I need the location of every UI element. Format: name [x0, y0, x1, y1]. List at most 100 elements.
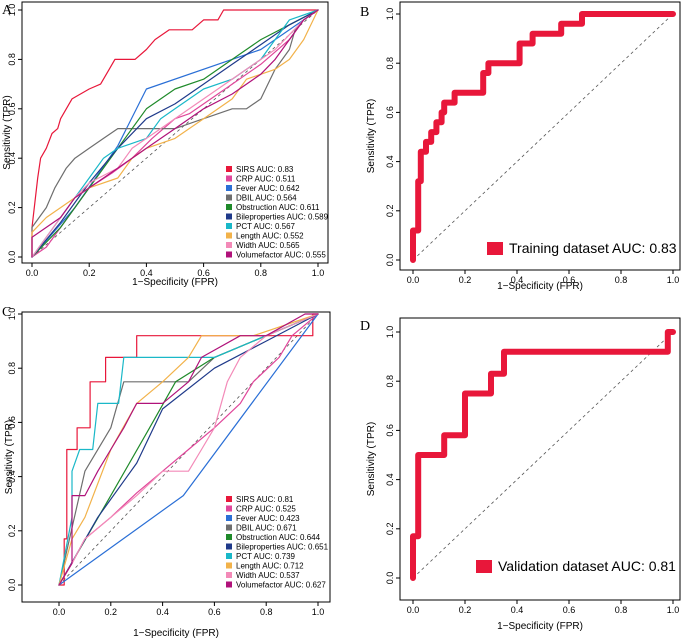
legend-swatch-obstruction	[226, 534, 232, 540]
y-tick-label: 0.2	[385, 205, 395, 218]
x-tick-label: 0.2	[83, 268, 96, 278]
y-axis-label: Sensitivity (TPR)	[2, 95, 13, 169]
roc-curve-training	[410, 11, 676, 263]
roc-curve-volumefactor	[58, 313, 319, 586]
legend-label-pct: PCT AUC: 0.567	[236, 222, 296, 231]
roc-curve-bileproperties	[58, 313, 319, 586]
legend-swatch-sirs	[226, 496, 232, 502]
legend-label-dbil: DBIL AUC: 0.671	[236, 524, 297, 533]
plot-frame	[399, 1, 681, 271]
legend-label-dbil: DBIL AUC: 0.564	[236, 194, 297, 203]
legend-label-obstruction: Obstruction AUC: 0.611	[236, 203, 320, 212]
x-tick-label: 1.0	[667, 605, 680, 615]
legend-label-obstruction: Obstruction AUC: 0.644	[236, 533, 321, 542]
legend-label-volumefactor: Volumefactor AUC: 0.555	[236, 251, 326, 260]
panel-label: C	[2, 305, 11, 320]
y-tick-label: 1.0	[385, 8, 395, 21]
x-tick-label: 0.2	[459, 275, 472, 285]
legend-swatch-pct	[226, 553, 232, 559]
y-tick-label: 0.2	[7, 201, 17, 214]
roc-curve-width	[58, 313, 319, 586]
x-tick-label: 1.0	[312, 268, 325, 278]
x-axis-label: 1−Specificity (FPR)	[132, 277, 218, 288]
legend-swatch-width	[226, 242, 232, 248]
legend-swatch-volumefactor	[226, 581, 232, 588]
panel-C: C 0.0 0.0 0.2 0.2 0.4 0.4 0.6 0.6 0.8 0.8 1.0 1.0 1−S…	[2, 305, 331, 639]
y-tick-label: 0.6	[7, 103, 17, 116]
y-tick-label: 0.8	[385, 375, 395, 388]
legend-swatch-pct	[226, 223, 232, 229]
legend-label-length: Length AUC: 0.712	[236, 562, 304, 571]
reference-diagonal	[31, 9, 319, 258]
reference-diagonal	[412, 331, 674, 579]
y-tick-label: 1.0	[385, 326, 395, 339]
x-tick-label: 0.8	[615, 605, 628, 615]
y-tick-label: 0.8	[7, 362, 17, 375]
legend-swatch-fever	[226, 515, 232, 521]
legend-label-width: Width AUC: 0.537	[236, 571, 300, 580]
legend-label-bileproperties: Bileproperties AUC: 0.589	[236, 213, 329, 222]
roc-curve-pct	[58, 313, 319, 586]
legend-label-sirs: SIRS AUC: 0.83	[236, 165, 294, 174]
legend-swatch-dbil	[226, 524, 232, 531]
legend-label-width: Width AUC: 0.565	[236, 241, 300, 250]
roc-curve-validation	[410, 329, 676, 581]
y-tick-label: 0.0	[385, 254, 395, 267]
panel-A: A 0.0 0.0 0.2 0.2 0.4 0.4 0.6 0.6 0.8 0.8 1.0 1.0 1−S…	[2, 1, 329, 288]
x-axis-label: 1−Specificity (FPR)	[133, 628, 219, 639]
x-tick-label: 0.2	[459, 605, 472, 615]
plot-frame	[21, 311, 331, 603]
panel-D: D 0.0 0.0 0.2 0.2 0.4 0.4 0.6 0.6 0.8 0.8 1.0 1.0 1−S…	[360, 317, 681, 632]
x-tick-label: 0.6	[208, 607, 221, 617]
legend-swatch-width	[226, 572, 232, 578]
legend-label-crp: CRP AUC: 0.525	[236, 505, 296, 514]
roc-curve-obstruction	[31, 9, 319, 258]
y-tick-label: 0.2	[7, 525, 17, 538]
x-tick-label: 0.0	[407, 605, 420, 615]
y-tick-label: 0.4	[385, 473, 395, 486]
y-tick-label: 0.0	[7, 251, 17, 264]
roc-curve-volumefactor	[31, 9, 319, 258]
y-tick-label: 0.0	[7, 579, 17, 592]
legend-label-volumefactor: Volumefactor AUC: 0.627	[236, 581, 326, 590]
panel-B: B 0.0 0.0 0.2 0.2 0.4 0.4 0.6 0.6 0.8 0.8 1.0 1.0 1−S…	[360, 1, 681, 292]
y-tick-label: 0.8	[7, 53, 17, 66]
y-tick-label: 0.0	[385, 572, 395, 585]
legend-label: Training dataset AUC: 0.83	[509, 240, 677, 256]
legend-swatch-length	[226, 232, 232, 239]
y-tick-label: 0.2	[385, 523, 395, 536]
y-tick-label: 0.4	[7, 470, 17, 483]
y-tick-label: 0.6	[385, 106, 395, 119]
legend-label-pct: PCT AUC: 0.739	[236, 552, 296, 561]
legend-swatch-sirs	[226, 166, 232, 172]
legend-label-crp: CRP AUC: 0.511	[236, 175, 296, 184]
x-tick-label: 0.0	[26, 268, 39, 278]
legend-swatch-obstruction	[226, 204, 232, 210]
legend-swatch-bileproperties	[226, 213, 232, 220]
legend-swatch-dbil	[226, 194, 232, 201]
legend-swatch-crp	[226, 505, 232, 512]
x-tick-label: 1.0	[667, 275, 680, 285]
roc-curve-bileproperties	[31, 9, 319, 258]
y-tick-label: 0.4	[385, 155, 395, 168]
y-tick-label: 1.0	[7, 4, 17, 17]
x-tick-label: 0.0	[53, 607, 66, 617]
legend-label-bileproperties: Bileproperties AUC: 0.651	[236, 543, 329, 552]
roc-curve-sirs	[31, 9, 319, 258]
legend-label-fever: Fever AUC: 0.423	[236, 514, 300, 523]
legend-swatch-bileproperties	[226, 543, 232, 550]
legend-swatch-crp	[226, 175, 232, 182]
x-tick-label: 0.4	[511, 605, 524, 615]
x-tick-label: 0.8	[615, 275, 628, 285]
x-tick-label: 0.6	[197, 268, 210, 278]
plot-frame	[399, 317, 681, 601]
plot-frame	[21, 1, 329, 264]
legend-label-sirs: SIRS AUC: 0.81	[236, 495, 294, 504]
x-tick-label: 0.6	[563, 275, 576, 285]
panel-label: D	[360, 319, 370, 334]
y-axis-label: Sensitivity (TPR)	[366, 422, 377, 496]
y-tick-label: 0.6	[7, 416, 17, 429]
legend-swatch	[487, 242, 503, 255]
legend-label-length: Length AUC: 0.552	[236, 232, 304, 241]
